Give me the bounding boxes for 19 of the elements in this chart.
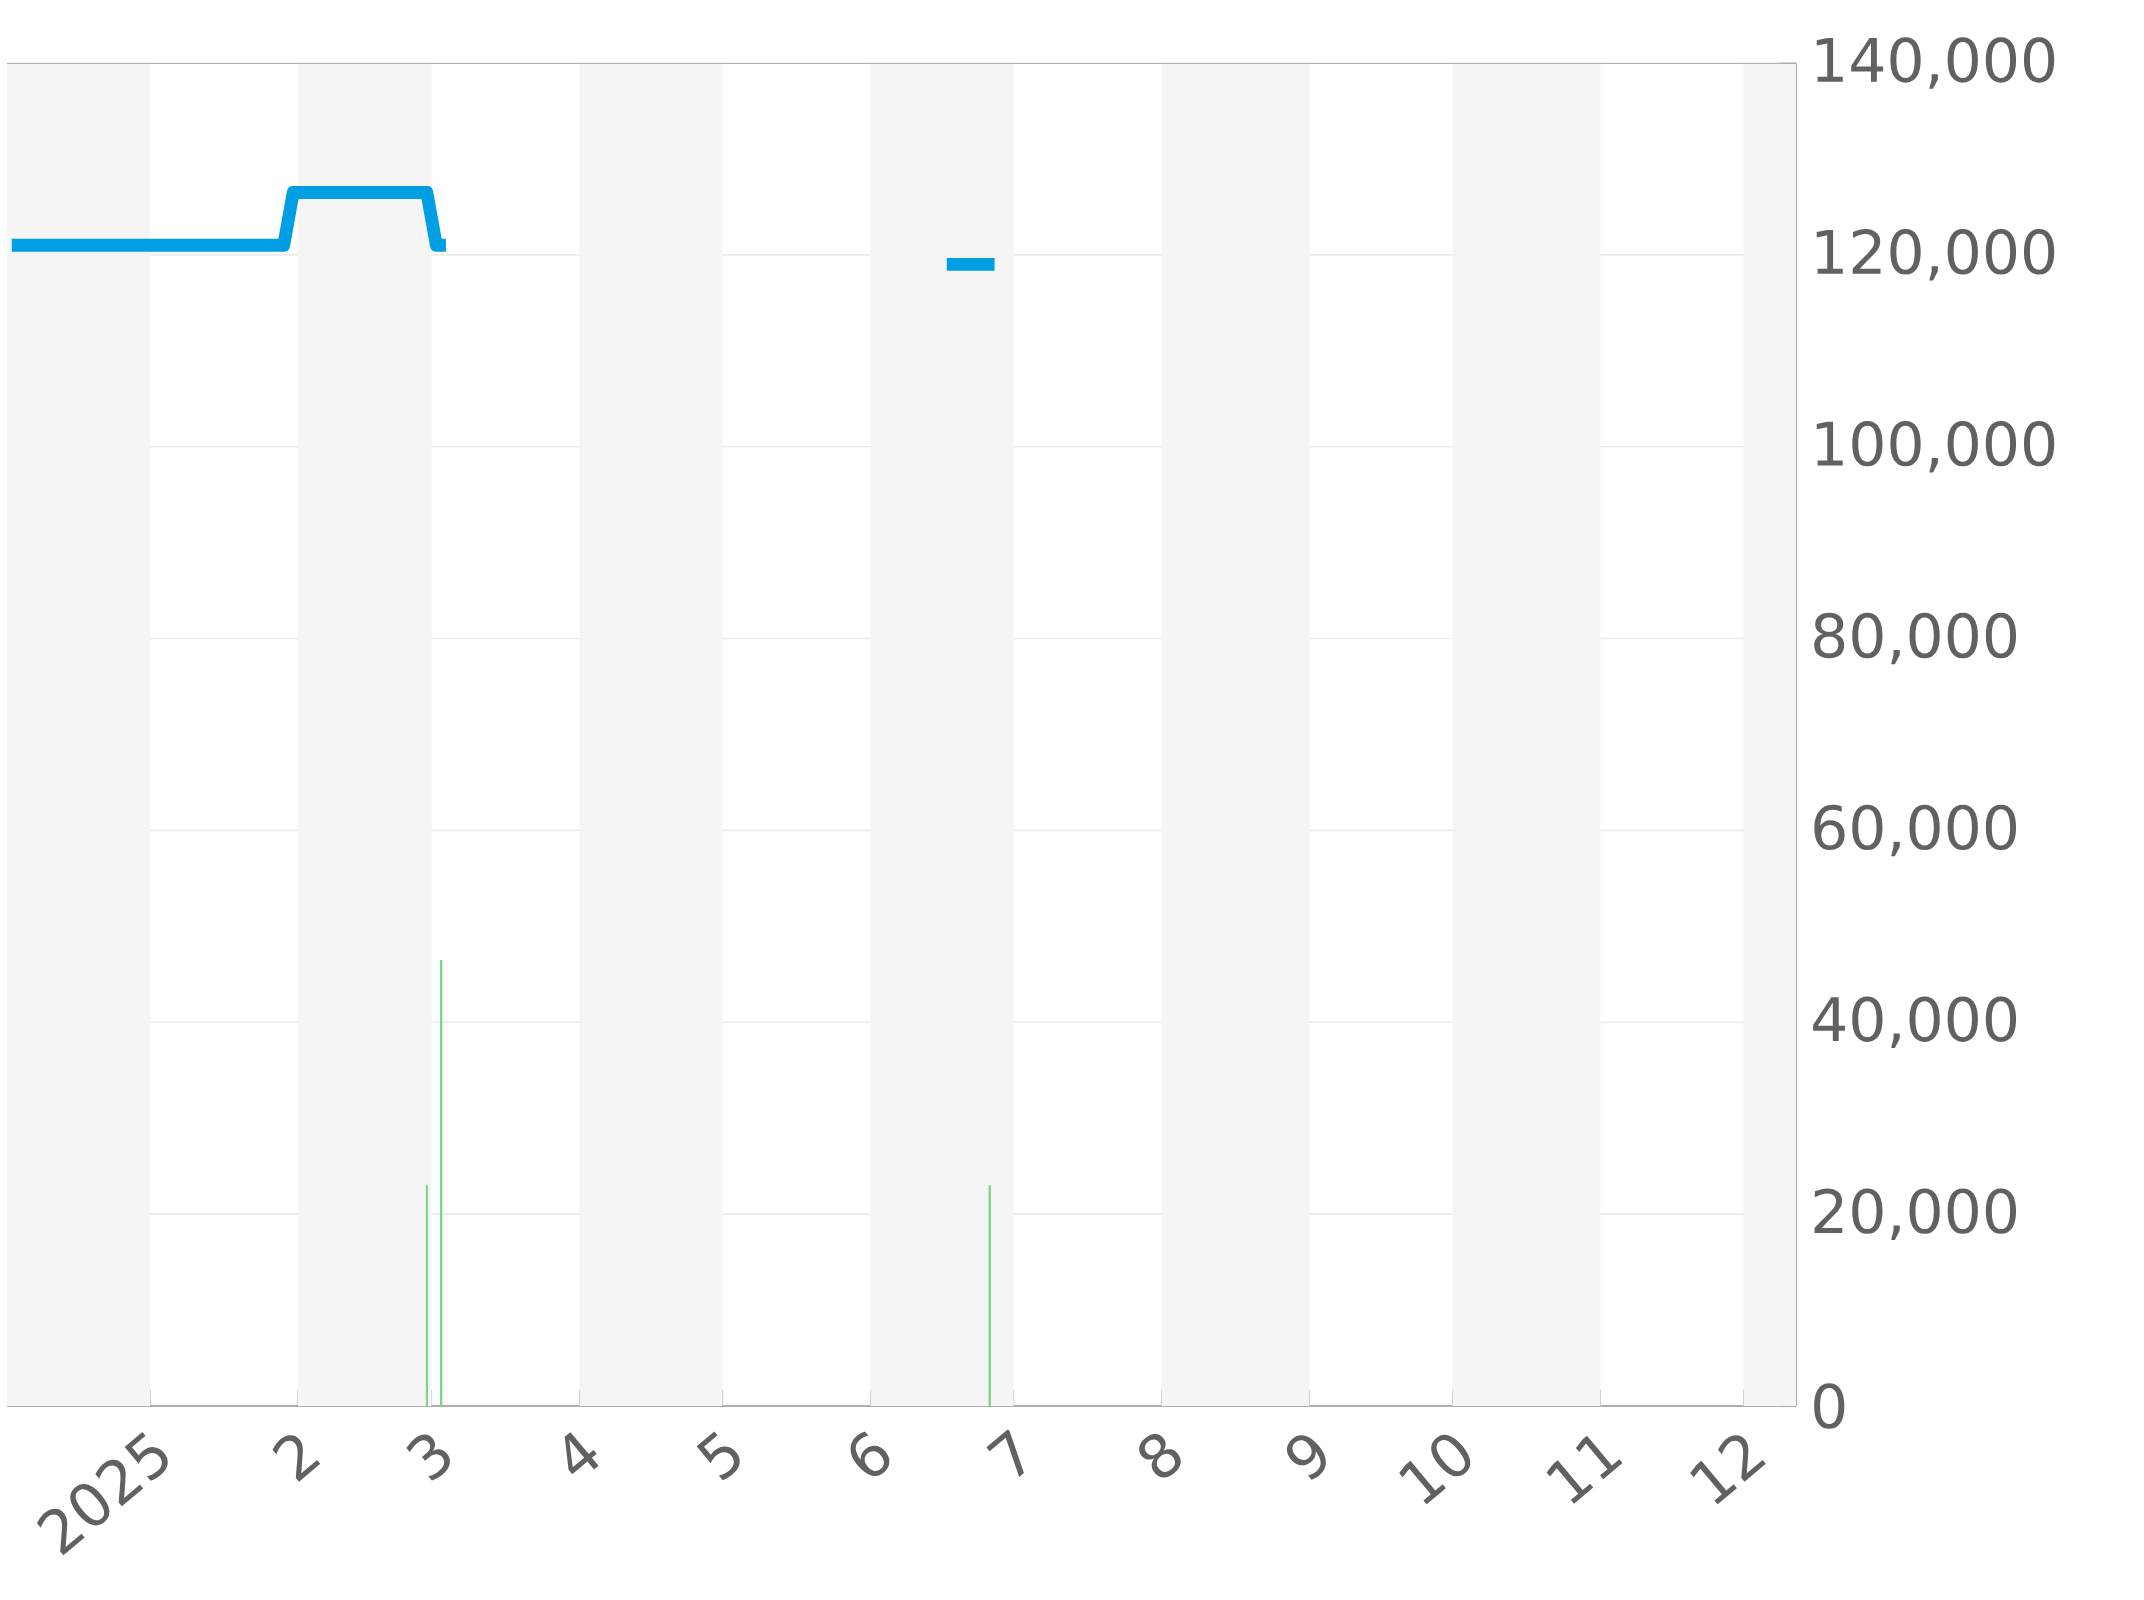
x-tick-label: 6 [850, 1431, 890, 1477]
y-tick-label: 0 [1814, 1383, 1845, 1429]
x-tick-label: 7 [986, 1429, 1024, 1477]
x-tick-label: 8 [1139, 1433, 1181, 1478]
x-tick-label: 9 [1286, 1435, 1326, 1480]
x-tick-label: 3 [406, 1434, 450, 1481]
y-tick-label: 80,000 [1814, 612, 2017, 665]
y-tick-label: 20,000 [1814, 1188, 2017, 1240]
y-tick-label: 60,000 [1814, 804, 2017, 857]
x-tick-label: 2 [272, 1435, 321, 1482]
x-tick-label: 5 [696, 1431, 740, 1481]
y-tick-label: 140,000 [1816, 37, 2055, 89]
y-tick-label: 120,000 [1816, 229, 2055, 281]
x-tick-label: 10 [1399, 1434, 1471, 1505]
x-tick-label: 12 [1690, 1435, 1766, 1505]
y-tick-label: 40,000 [1813, 996, 2017, 1049]
x-tick-label: 4 [564, 1432, 599, 1475]
x-tick-label: 11 [1546, 1435, 1623, 1504]
y-tick-label: 100,000 [1816, 420, 2055, 473]
